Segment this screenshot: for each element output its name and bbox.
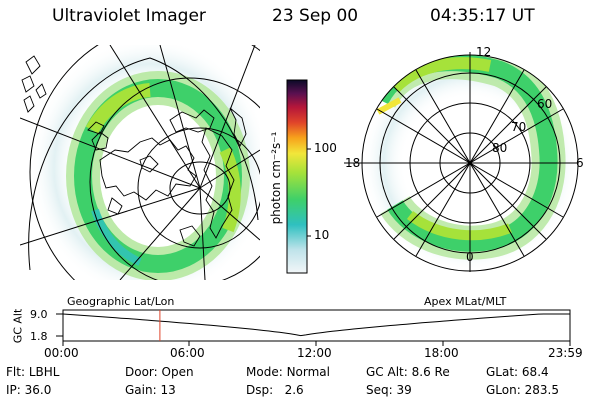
apex-polar-plot bbox=[344, 52, 579, 272]
mlat-label-80: 80 bbox=[492, 141, 508, 155]
mlt-label-0: 0 bbox=[466, 250, 474, 264]
colorbar-label-100: 100 bbox=[314, 141, 337, 155]
altitude-axis-label: GC Alt bbox=[11, 308, 25, 344]
geographic-map-label: Geographic Lat/Lon bbox=[67, 295, 175, 308]
x-tick-label-6: 06:00 bbox=[170, 346, 205, 360]
info-mode: Mode: Normal bbox=[246, 365, 330, 379]
x-tick-label-18: 18:00 bbox=[424, 346, 459, 360]
info-dsp: Dsp: 2.6 bbox=[246, 383, 304, 397]
info-gain: Gain: 13 bbox=[125, 383, 176, 397]
color-bar bbox=[286, 79, 311, 274]
coastlines bbox=[21, 55, 247, 247]
x-tick-label-0: 00:00 bbox=[44, 346, 79, 360]
info-door: Door: Open bbox=[125, 365, 194, 379]
altitude-plot-frame bbox=[62, 309, 571, 342]
time-label: 04:35:17 UT bbox=[430, 6, 535, 26]
geographic-map bbox=[20, 45, 260, 280]
info-seq: Seq: 39 bbox=[366, 383, 412, 397]
mlt-label-6: 6 bbox=[576, 156, 584, 170]
mlt-label-12: 12 bbox=[476, 45, 492, 59]
info-glat: GLat: 68.4 bbox=[486, 365, 549, 379]
x-tick-label-24: 23:59 bbox=[548, 346, 583, 360]
colorbar-unit-label: photon cm⁻²s⁻¹ bbox=[269, 131, 283, 225]
date-label: 23 Sep 00 bbox=[272, 6, 359, 26]
apex-map-label: Apex MLat/MLT bbox=[424, 295, 507, 308]
mlat-label-60: 60 bbox=[537, 97, 553, 111]
instrument-title: Ultraviolet Imager bbox=[52, 6, 206, 26]
mlt-label-18: 18 bbox=[345, 156, 361, 170]
apex-grid bbox=[344, 52, 579, 272]
geo-limb bbox=[28, 57, 259, 271]
info-gc-alt: GC Alt: 8.6 Re bbox=[366, 365, 450, 379]
altitude-tick-label-1-8: 1.8 bbox=[30, 330, 48, 343]
info-ip: IP: 36.0 bbox=[6, 383, 52, 397]
auroral-oval-apex bbox=[364, 55, 566, 260]
altitude-tick-label-9: 9.0 bbox=[30, 308, 48, 321]
info-glon: GLon: 283.5 bbox=[486, 383, 559, 397]
altitude-curve bbox=[62, 313, 570, 337]
info-flt: Flt: LBHL bbox=[6, 365, 60, 379]
x-tick-label-12: 12:00 bbox=[297, 346, 332, 360]
latitude-lines bbox=[29, 45, 260, 280]
auroral-oval-geo bbox=[66, 71, 250, 280]
colorbar-label-10: 10 bbox=[314, 228, 330, 242]
altitude-plot bbox=[56, 309, 571, 346]
mlat-label-70: 70 bbox=[511, 120, 527, 134]
